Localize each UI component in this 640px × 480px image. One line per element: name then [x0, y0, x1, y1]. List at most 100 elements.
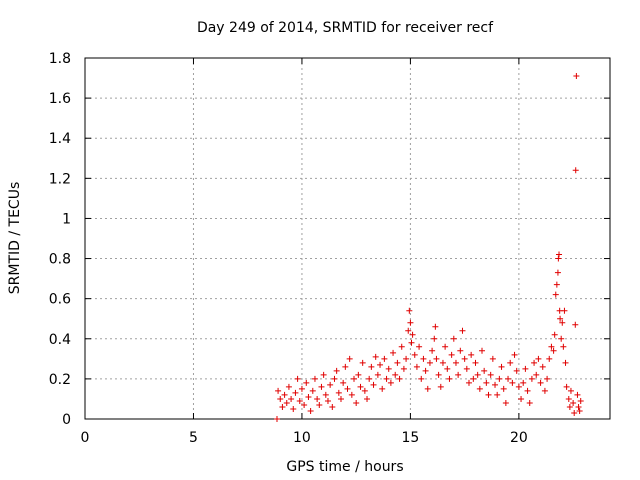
data-point	[370, 381, 377, 388]
y-tick-label: 0.4	[49, 332, 71, 348]
data-point	[409, 331, 416, 338]
data-point	[575, 403, 582, 410]
data-point	[298, 385, 305, 392]
data-point	[379, 385, 386, 392]
y-axis-label: SRMTID / TECUs	[7, 182, 23, 295]
y-tick-label: 0.8	[49, 252, 71, 268]
data-point	[396, 375, 403, 382]
data-point	[566, 403, 573, 410]
plot-frame	[84, 57, 611, 420]
data-point	[314, 395, 321, 402]
data-point	[329, 403, 336, 410]
data-point	[327, 381, 334, 388]
data-point	[403, 355, 410, 362]
data-point	[455, 371, 462, 378]
data-point	[355, 371, 362, 378]
data-point	[359, 359, 366, 366]
data-point	[431, 335, 438, 342]
y-tick-label: 0.2	[49, 372, 71, 388]
data-point	[548, 343, 555, 350]
data-point	[526, 399, 533, 406]
data-point	[546, 355, 553, 362]
data-point	[461, 355, 468, 362]
data-point	[553, 281, 560, 288]
data-point	[554, 269, 561, 276]
data-point	[498, 363, 505, 370]
data-point	[439, 359, 446, 366]
data-point	[387, 379, 394, 386]
data-point	[405, 327, 412, 334]
data-point	[374, 371, 381, 378]
data-point	[311, 375, 318, 382]
data-point	[309, 387, 316, 394]
data-point	[303, 379, 310, 386]
y-tick-label: 1.8	[49, 51, 71, 67]
data-point	[335, 389, 342, 396]
data-point	[357, 383, 364, 390]
data-point	[322, 391, 329, 398]
data-point	[489, 355, 496, 362]
data-point	[485, 391, 492, 398]
data-point	[544, 375, 551, 382]
data-point	[385, 365, 392, 372]
data-point	[292, 389, 299, 396]
data-point	[468, 351, 475, 358]
data-point	[551, 331, 558, 338]
data-point	[426, 359, 433, 366]
data-point	[505, 375, 512, 382]
data-point	[383, 375, 390, 382]
data-point	[333, 367, 340, 374]
data-point	[320, 371, 327, 378]
data-point	[288, 395, 295, 402]
data-point	[483, 379, 490, 386]
data-point	[407, 319, 414, 326]
data-point	[406, 307, 413, 314]
data-point	[522, 365, 529, 372]
data-point	[283, 399, 290, 406]
data-point	[275, 387, 282, 394]
data-point	[572, 321, 579, 328]
data-point	[572, 167, 579, 174]
data-point	[563, 383, 570, 390]
data-point	[318, 383, 325, 390]
data-point	[340, 379, 347, 386]
data-point	[348, 391, 355, 398]
data-point	[531, 359, 538, 366]
grid-lines	[85, 58, 610, 419]
data-point	[381, 355, 388, 362]
data-point	[418, 375, 425, 382]
data-point	[400, 365, 407, 372]
data-point	[571, 409, 578, 416]
y-tick-label: 1	[62, 211, 71, 227]
data-point	[509, 379, 516, 386]
data-point	[520, 379, 527, 386]
data-point	[353, 399, 360, 406]
data-point	[561, 307, 568, 314]
chart-title: Day 249 of 2014, SRMTID for receiver rec…	[197, 20, 494, 36]
data-point	[474, 371, 481, 378]
data-point	[463, 365, 470, 372]
data-point	[366, 375, 373, 382]
axis-ticks: 0 0.2 0.4 0.6 0.8 1 1.2 1.4 1.6 1.8 0 5 10 15 20	[49, 51, 610, 446]
data-point	[316, 401, 323, 408]
data-point	[476, 385, 483, 392]
data-point	[459, 327, 466, 334]
x-tick-label: 15	[401, 430, 419, 446]
data-point	[394, 359, 401, 366]
data-point	[577, 397, 584, 404]
data-point	[432, 323, 439, 330]
data-point	[472, 359, 479, 366]
data-point	[344, 385, 351, 392]
data-point	[465, 379, 472, 386]
y-tick-label: 1.6	[49, 91, 71, 107]
data-point	[408, 339, 415, 346]
data-point	[452, 359, 459, 366]
data-point	[413, 363, 420, 370]
data-point	[515, 383, 522, 390]
data-point	[558, 335, 565, 342]
data-point	[307, 407, 314, 414]
x-tick-label: 5	[189, 430, 198, 446]
data-point	[331, 375, 338, 382]
x-tick-label: 0	[81, 430, 90, 446]
